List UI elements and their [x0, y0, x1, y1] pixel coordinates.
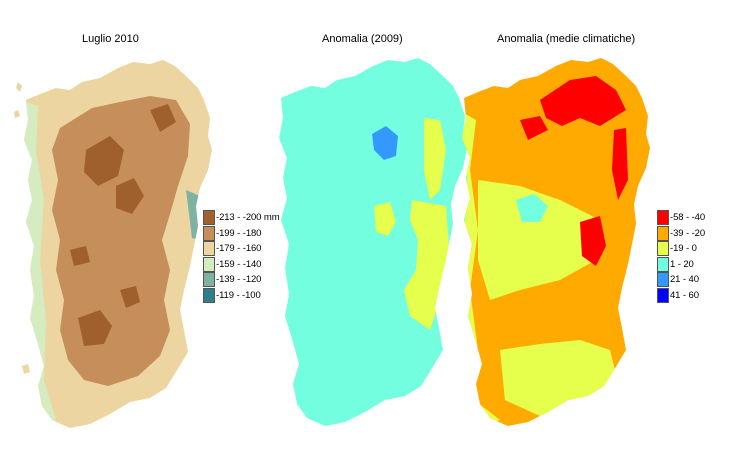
legend-swatch [203, 287, 215, 303]
legend-swatch [657, 210, 669, 226]
legend-item: -179 - -160 [203, 241, 280, 257]
legend-item: 1 - 20 [657, 256, 705, 273]
legend-item: -19 - 0 [657, 241, 705, 257]
legend-item: -159 - -140 [203, 256, 280, 273]
map-title-anomalia-2009: Anomalia (2009) [322, 33, 403, 45]
legend-label: -58 - -40 [670, 212, 706, 224]
legend-label: 1 - 20 [670, 258, 694, 270]
legend-item: -119 - -100 [203, 287, 280, 304]
legend-label: -119 - -100 [216, 289, 261, 301]
map-title-luglio-2010: Luglio 2010 [82, 33, 139, 45]
legend-item: -39 - -20 [657, 225, 706, 242]
legend-label: -179 - -160 [216, 243, 262, 255]
legend-item: -58 - -40 [657, 210, 705, 226]
legend-item: -213 - -200 mm [203, 210, 280, 226]
legend-label: -213 - -200 mm [216, 212, 280, 224]
legend-swatch [203, 272, 215, 288]
legend-item: 21 - 40 [657, 272, 705, 288]
legend-swatch [657, 256, 669, 272]
legend-label: -39 - -20 [670, 227, 706, 239]
legend-label: -199 - -180 [216, 227, 262, 239]
legend-item: 41 - 60 [657, 287, 705, 304]
legend-anomalia-climatiche: -58 - -40 -39 - -20 -19 - 0 1 - 20 21 - … [657, 210, 705, 303]
legend-swatch [657, 287, 669, 303]
legend-luglio-2010: -213 - -200 mm -199 - -180 -179 - -160 -… [203, 210, 280, 303]
legend-label: -139 - -120 [216, 274, 262, 286]
legend-swatch [203, 210, 215, 226]
legend-label: -159 - -140 [216, 258, 262, 270]
map-luglio-2010 [14, 60, 212, 428]
legend-swatch [203, 241, 215, 257]
legend-label: 21 - 40 [670, 274, 699, 286]
legend-item: -199 - -180 [203, 225, 280, 242]
legend-label: -19 - 0 [670, 243, 697, 255]
map-title-anomalia-climatiche: Anomalia (medie climatiche) [497, 33, 636, 45]
legend-swatch [657, 272, 669, 288]
legend-swatch [657, 241, 669, 257]
legend-swatch [203, 225, 215, 241]
legend-swatch [203, 256, 215, 272]
map-anomalia-2009 [279, 58, 467, 426]
legend-item: -139 - -120 [203, 272, 280, 288]
map-anomalia-climatiche [462, 58, 650, 426]
legend-swatch [657, 225, 669, 241]
legend-label: 41 - 60 [670, 289, 699, 301]
